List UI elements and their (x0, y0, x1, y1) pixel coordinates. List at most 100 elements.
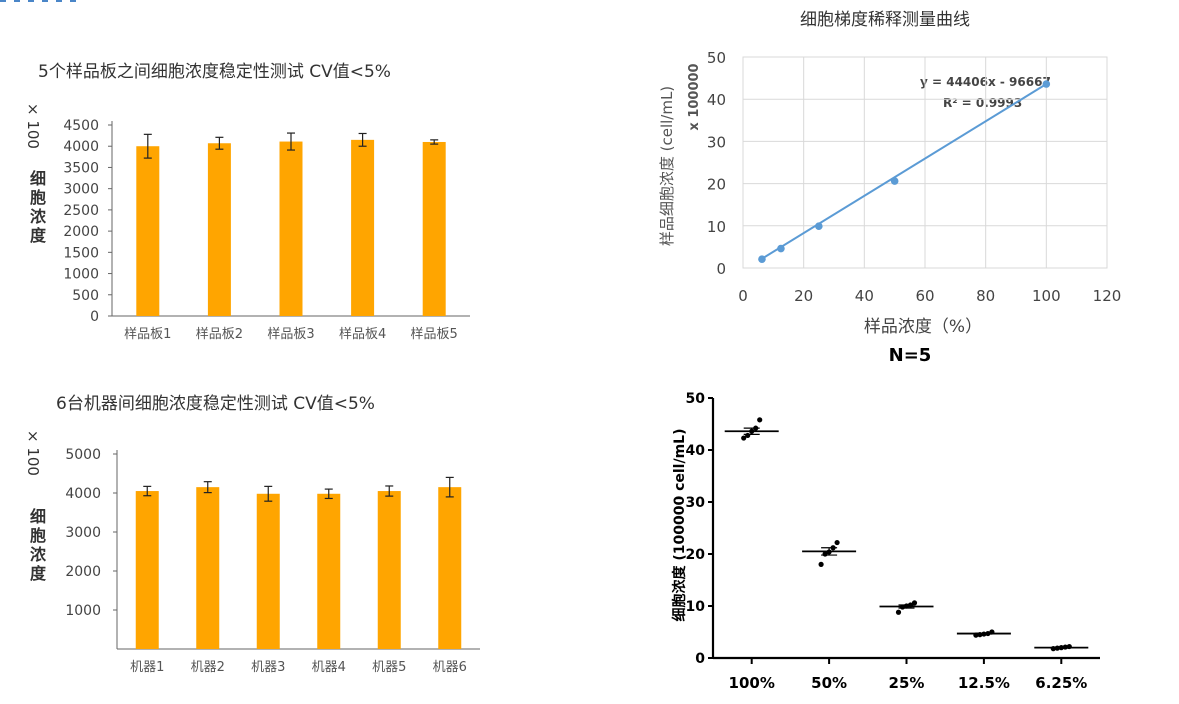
data-point (830, 545, 836, 551)
x-tick-label: 样品板4 (339, 327, 386, 342)
data-point (981, 631, 987, 637)
chart-n5-dotplot: N=5 细胞浓度 (100000 cell/mL) 0 10 20 30 40 50 100… (640, 345, 1179, 704)
data-point (895, 609, 902, 615)
y-axis-label-char: 浓 (30, 207, 47, 226)
y-axis-scale: × 100 (24, 430, 42, 476)
y-axis-scale: x 100000 (687, 63, 702, 130)
data-point (758, 255, 766, 263)
y-tick-label: 4000 (65, 486, 101, 502)
y-tick-label: 2000 (63, 224, 99, 240)
y-tick-label: 20 (707, 176, 726, 194)
y-tick-label: 10 (707, 218, 726, 236)
data-point (741, 435, 747, 441)
trendline (761, 83, 1047, 260)
bar (207, 143, 231, 316)
data-point (989, 629, 995, 635)
bar (317, 493, 341, 649)
data-point (826, 549, 832, 555)
bar (256, 493, 280, 649)
x-tick-label: 样品板2 (196, 327, 243, 342)
chart-title: 5个样品板之间细胞浓度稳定性测试 CV值<5% (38, 62, 391, 82)
x-tick-label: 60 (915, 287, 934, 305)
x-tick-label: 机器2 (191, 660, 225, 675)
data-point (973, 632, 979, 638)
data-point (1054, 645, 1060, 651)
x-tick-label: 样品板3 (267, 327, 314, 342)
chart-title: 细胞梯度稀释测量曲线 (800, 10, 970, 30)
chart-title: N=5 (889, 345, 932, 366)
x-axis-title: 样品浓度（%） (864, 317, 982, 337)
x-tick-label: 50% (811, 674, 847, 692)
data-point (977, 632, 983, 638)
data-point (815, 222, 823, 231)
x-tick-label: 样品板5 (411, 327, 458, 342)
data-point (753, 425, 759, 431)
data-point (745, 432, 751, 439)
data-point (749, 428, 755, 434)
data-point (777, 244, 785, 253)
data-point (1058, 645, 1064, 651)
data-point (890, 177, 899, 185)
data-point (1062, 644, 1068, 650)
y-tick-label: 50 (707, 49, 726, 67)
y-tick-label: 2000 (65, 564, 101, 580)
bar (136, 146, 160, 316)
bar (438, 487, 462, 649)
bar (377, 491, 401, 649)
x-tick-label: 25% (889, 674, 925, 692)
y-axis-label-char: 度 (30, 226, 47, 245)
data-point (911, 600, 918, 606)
bar (422, 141, 446, 316)
bar (351, 139, 375, 316)
trendline-r2: R² = 0.9993 (943, 96, 1022, 110)
x-tick-label: 6.25% (1035, 674, 1087, 692)
y-axis-label-char: 度 (30, 564, 47, 583)
x-tick-label: 100% (729, 674, 775, 692)
chart-dilution-curve: 细胞梯度稀释测量曲线 样品浓度（%） 样品细胞浓度 (cell/mL) x 10… (640, 0, 1179, 345)
y-tick-label: 4500 (63, 118, 99, 134)
y-tick-label: 5000 (65, 447, 101, 463)
data-point (834, 539, 840, 546)
y-tick-label: 40 (707, 91, 726, 109)
y-axis-title: 细胞浓度 (100000 cell/mL) (671, 428, 688, 621)
bar (135, 491, 159, 649)
data-point (822, 551, 828, 557)
x-tick-label: 机器4 (312, 660, 346, 675)
y-tick-label: 40 (686, 443, 706, 459)
y-tick-label: 0 (716, 260, 726, 278)
y-tick-label: 4000 (63, 139, 99, 155)
bar (279, 141, 303, 316)
y-tick-label: 1500 (63, 245, 99, 261)
chart-title: 6台机器间细胞浓度稳定性测试 CV值<5% (56, 394, 375, 414)
data-point (1050, 646, 1056, 652)
x-tick-label: 12.5% (958, 674, 1010, 692)
x-tick-label: 80 (976, 287, 995, 305)
y-tick-label: 30 (686, 495, 706, 511)
data-point (899, 604, 906, 610)
y-tick-label: 1000 (63, 267, 99, 283)
data-point (757, 417, 763, 423)
x-tick-label: 120 (1093, 287, 1122, 305)
y-axis-label-char: 胞 (29, 188, 46, 207)
data-point (903, 603, 910, 609)
data-point (1042, 80, 1051, 88)
y-tick-label: 20 (686, 547, 706, 563)
y-tick-label: 2500 (63, 203, 99, 219)
y-tick-label: 500 (72, 288, 99, 304)
data-point (1066, 643, 1072, 650)
x-tick-label: 100 (1032, 287, 1061, 305)
y-axis-title: 样品细胞浓度 (cell/mL) (658, 86, 676, 246)
x-tick-label: 机器6 (433, 660, 467, 675)
x-tick-label: 0 (738, 287, 748, 305)
y-tick-label: 3000 (63, 182, 99, 198)
bar (196, 487, 220, 649)
y-axis-label-char: 浓 (30, 545, 47, 564)
x-tick-label: 20 (794, 287, 813, 305)
y-tick-label: 3500 (63, 160, 99, 176)
y-tick-label: 30 (707, 133, 726, 151)
y-tick-label: 0 (695, 651, 705, 667)
data-point (818, 561, 824, 567)
chart-machines: 6台机器间细胞浓度稳定性测试 CV值<5% × 100 细胞浓度 1000 200… (0, 370, 520, 704)
data-point (985, 630, 991, 637)
data-point (907, 602, 914, 608)
